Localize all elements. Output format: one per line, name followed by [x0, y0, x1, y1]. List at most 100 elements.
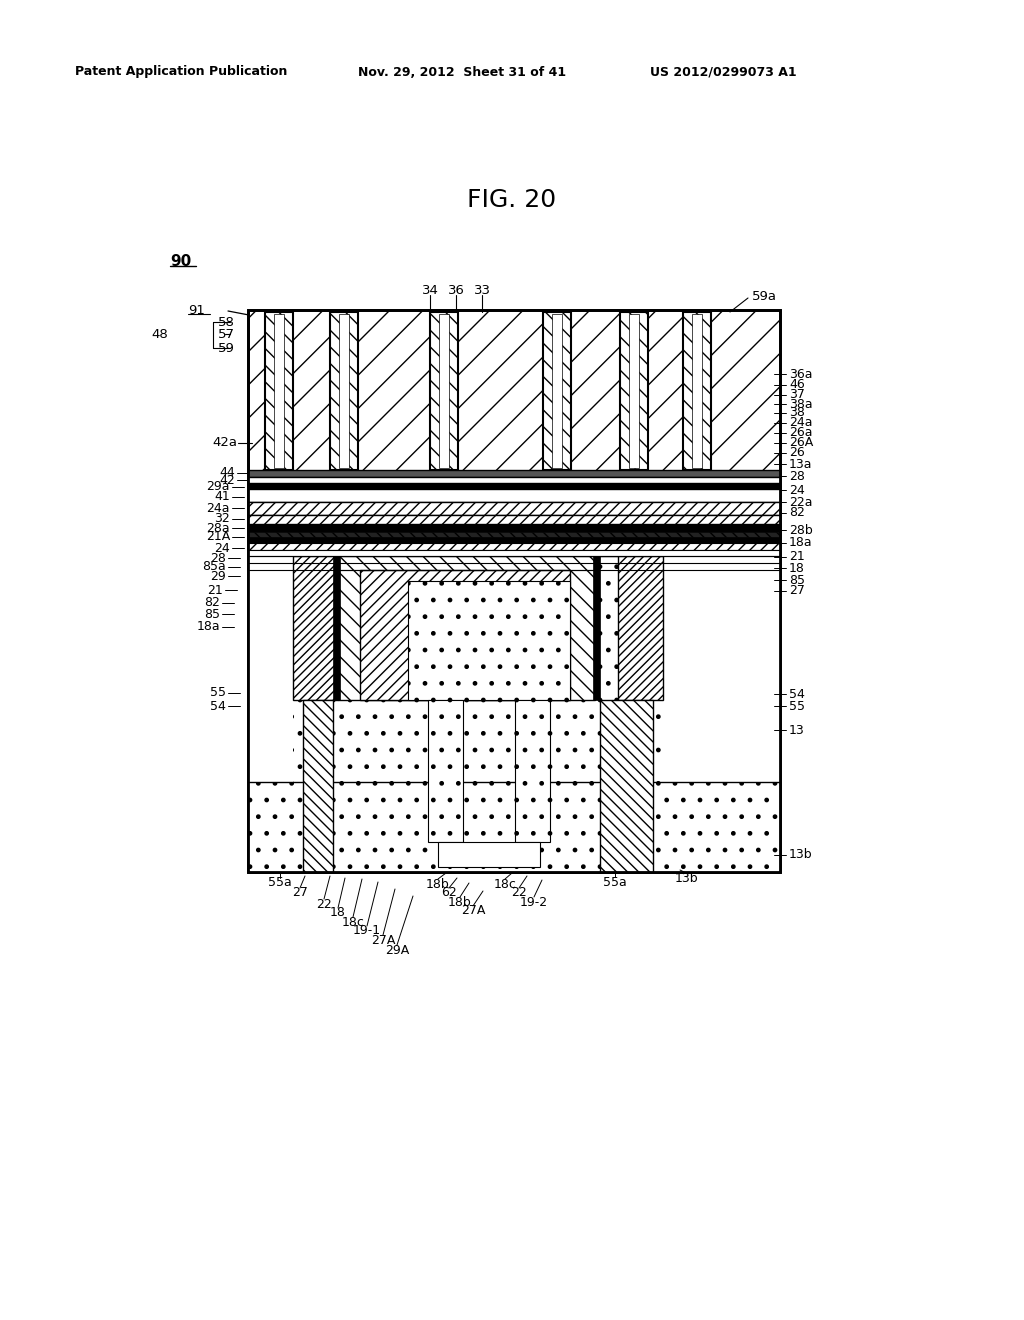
Bar [248, 488, 780, 502]
Text: 21: 21 [790, 550, 805, 564]
Bar [293, 556, 338, 700]
Text: 85: 85 [204, 607, 220, 620]
Bar [629, 314, 639, 469]
Text: 90: 90 [170, 255, 191, 269]
Text: 62: 62 [441, 887, 457, 899]
Bar [515, 700, 550, 842]
Bar [438, 314, 450, 469]
Text: 34: 34 [422, 284, 438, 297]
Bar [618, 556, 663, 700]
Text: 59a: 59a [752, 289, 777, 302]
Text: 18b: 18b [449, 895, 472, 908]
Text: 18: 18 [790, 561, 805, 574]
Bar [248, 781, 780, 873]
Text: 26: 26 [790, 446, 805, 459]
Text: 33: 33 [473, 284, 490, 297]
Bar [428, 700, 463, 842]
Text: 55: 55 [790, 700, 805, 713]
Text: 55a: 55a [603, 875, 627, 888]
Bar [248, 310, 780, 873]
Bar [333, 556, 340, 700]
Text: 19-1: 19-1 [353, 924, 381, 937]
Bar [430, 312, 458, 470]
Text: 18a: 18a [197, 620, 220, 634]
Bar [691, 314, 702, 469]
Text: 27: 27 [790, 585, 805, 598]
Text: 22: 22 [511, 887, 527, 899]
Text: 18: 18 [330, 907, 346, 920]
Text: 21A: 21A [206, 531, 230, 544]
Text: 13a: 13a [790, 458, 812, 470]
Text: 22a: 22a [790, 495, 812, 508]
Text: 29a: 29a [207, 480, 230, 494]
Text: 21: 21 [207, 583, 223, 597]
Bar [273, 314, 285, 469]
Text: 19-2: 19-2 [520, 895, 548, 908]
Text: 27A: 27A [461, 904, 485, 917]
Text: 48: 48 [152, 329, 168, 342]
Text: 18a: 18a [790, 536, 813, 549]
Bar [593, 556, 600, 700]
Bar [248, 556, 293, 781]
Text: 85a: 85a [203, 561, 226, 573]
Text: 27: 27 [292, 887, 308, 899]
Text: FIG. 20: FIG. 20 [467, 187, 557, 213]
Text: 26a: 26a [790, 426, 812, 440]
Text: Nov. 29, 2012  Sheet 31 of 41: Nov. 29, 2012 Sheet 31 of 41 [358, 66, 566, 78]
Bar [330, 312, 358, 470]
Bar [248, 470, 780, 873]
Text: 18b: 18b [426, 878, 450, 891]
Text: 13b: 13b [674, 871, 697, 884]
Text: 24a: 24a [207, 502, 230, 515]
Text: 36: 36 [447, 284, 465, 297]
Text: 22: 22 [316, 898, 332, 911]
Text: 27A: 27A [371, 933, 395, 946]
Bar [360, 570, 570, 700]
Text: 58: 58 [218, 315, 234, 329]
Text: 24: 24 [214, 541, 230, 554]
Bar [338, 556, 595, 700]
Bar [552, 314, 562, 469]
Bar [663, 556, 780, 781]
Text: Patent Application Publication: Patent Application Publication [75, 66, 288, 78]
Text: 37: 37 [790, 388, 805, 401]
Text: 36a: 36a [790, 367, 812, 380]
Bar [438, 842, 540, 867]
Text: 29A: 29A [385, 944, 410, 957]
Bar [248, 515, 780, 524]
Text: 59: 59 [218, 342, 234, 355]
Text: 55: 55 [210, 686, 226, 700]
Bar [265, 312, 293, 470]
Bar [620, 312, 648, 470]
Text: 46: 46 [790, 379, 805, 392]
Bar [248, 543, 780, 550]
Text: 54: 54 [210, 700, 226, 713]
Text: 42a: 42a [212, 437, 237, 450]
Text: 38a: 38a [790, 397, 813, 411]
Text: 38: 38 [790, 407, 805, 420]
Text: 28b: 28b [790, 524, 813, 536]
Bar [543, 312, 571, 470]
Bar [248, 470, 780, 477]
Text: 55a: 55a [268, 876, 292, 890]
Text: 28: 28 [790, 470, 805, 483]
Bar [248, 537, 780, 543]
Bar [339, 314, 349, 469]
Text: 91: 91 [188, 304, 205, 317]
Bar [248, 524, 780, 532]
Text: 26A: 26A [790, 437, 813, 450]
Bar [683, 312, 711, 470]
Text: 18c: 18c [494, 878, 516, 891]
Bar [248, 550, 780, 556]
Bar [248, 532, 780, 537]
Bar [303, 700, 333, 873]
Text: 18c: 18c [342, 916, 365, 928]
Bar [248, 477, 780, 483]
Text: 28a: 28a [207, 521, 230, 535]
Text: 13: 13 [790, 723, 805, 737]
Text: 24: 24 [790, 483, 805, 496]
Text: 32: 32 [214, 512, 230, 525]
Text: 82: 82 [790, 507, 805, 520]
Bar [248, 310, 780, 873]
Text: 44: 44 [219, 466, 234, 479]
